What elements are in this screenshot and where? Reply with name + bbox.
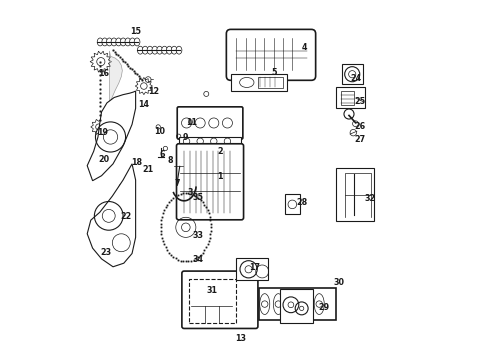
Text: 15: 15 bbox=[130, 27, 141, 36]
Bar bbox=[190, 279, 236, 323]
Bar bbox=[337, 168, 374, 221]
Text: 24: 24 bbox=[351, 75, 362, 84]
Text: 22: 22 bbox=[121, 212, 132, 221]
FancyBboxPatch shape bbox=[176, 144, 244, 220]
Text: 13: 13 bbox=[235, 334, 246, 343]
Polygon shape bbox=[90, 51, 112, 72]
Bar bbox=[259, 288, 336, 320]
Ellipse shape bbox=[157, 46, 163, 54]
Ellipse shape bbox=[152, 46, 158, 54]
Text: 29: 29 bbox=[318, 303, 329, 312]
Ellipse shape bbox=[129, 38, 135, 46]
Text: 23: 23 bbox=[100, 248, 111, 257]
Ellipse shape bbox=[106, 38, 112, 46]
Ellipse shape bbox=[121, 38, 126, 46]
Text: 21: 21 bbox=[142, 166, 153, 175]
Ellipse shape bbox=[125, 38, 131, 46]
Text: 32: 32 bbox=[364, 194, 375, 203]
Text: 4: 4 bbox=[301, 43, 307, 52]
Text: 18: 18 bbox=[131, 158, 142, 167]
Text: 28: 28 bbox=[297, 198, 308, 207]
Bar bbox=[280, 289, 313, 323]
Ellipse shape bbox=[134, 38, 140, 46]
Polygon shape bbox=[109, 51, 122, 109]
Ellipse shape bbox=[176, 46, 182, 54]
FancyBboxPatch shape bbox=[226, 30, 316, 80]
Text: 20: 20 bbox=[99, 155, 110, 164]
Bar bbox=[336, 87, 366, 108]
Text: 27: 27 bbox=[354, 135, 366, 144]
Text: 2: 2 bbox=[217, 147, 223, 156]
Bar bbox=[179, 136, 242, 146]
Text: 33: 33 bbox=[192, 231, 203, 240]
Text: 3: 3 bbox=[188, 188, 193, 197]
Text: 9: 9 bbox=[183, 133, 189, 142]
FancyBboxPatch shape bbox=[177, 107, 243, 139]
Text: 30: 30 bbox=[334, 278, 344, 287]
Bar bbox=[285, 194, 299, 214]
Text: 12: 12 bbox=[148, 86, 159, 95]
Text: 14: 14 bbox=[138, 100, 149, 109]
Ellipse shape bbox=[97, 38, 103, 46]
Text: 31: 31 bbox=[206, 286, 218, 295]
Text: 5: 5 bbox=[271, 68, 277, 77]
Polygon shape bbox=[135, 77, 152, 95]
Text: 35: 35 bbox=[192, 193, 203, 202]
Text: 8: 8 bbox=[168, 156, 173, 165]
Bar bbox=[341, 91, 354, 105]
Bar bbox=[258, 77, 283, 88]
Polygon shape bbox=[87, 164, 136, 267]
Ellipse shape bbox=[142, 46, 148, 54]
Ellipse shape bbox=[167, 46, 172, 54]
Text: 6: 6 bbox=[160, 150, 165, 159]
Bar bbox=[236, 258, 269, 280]
Text: 10: 10 bbox=[154, 127, 165, 136]
Text: 11: 11 bbox=[186, 118, 197, 127]
Text: 16: 16 bbox=[98, 69, 109, 78]
Text: 26: 26 bbox=[354, 122, 366, 131]
Polygon shape bbox=[91, 120, 107, 134]
Bar bbox=[231, 74, 287, 91]
Ellipse shape bbox=[102, 38, 108, 46]
Text: 1: 1 bbox=[217, 172, 222, 181]
Text: 25: 25 bbox=[354, 97, 366, 106]
Ellipse shape bbox=[162, 46, 168, 54]
FancyBboxPatch shape bbox=[182, 271, 258, 328]
Text: 34: 34 bbox=[192, 255, 203, 264]
Text: 19: 19 bbox=[97, 128, 108, 137]
Bar bbox=[342, 64, 363, 84]
Ellipse shape bbox=[137, 46, 143, 54]
Text: 17: 17 bbox=[249, 264, 261, 273]
Ellipse shape bbox=[147, 46, 153, 54]
Ellipse shape bbox=[116, 38, 122, 46]
Ellipse shape bbox=[111, 38, 117, 46]
Ellipse shape bbox=[172, 46, 177, 54]
Text: 7: 7 bbox=[174, 179, 180, 188]
Polygon shape bbox=[87, 91, 136, 181]
